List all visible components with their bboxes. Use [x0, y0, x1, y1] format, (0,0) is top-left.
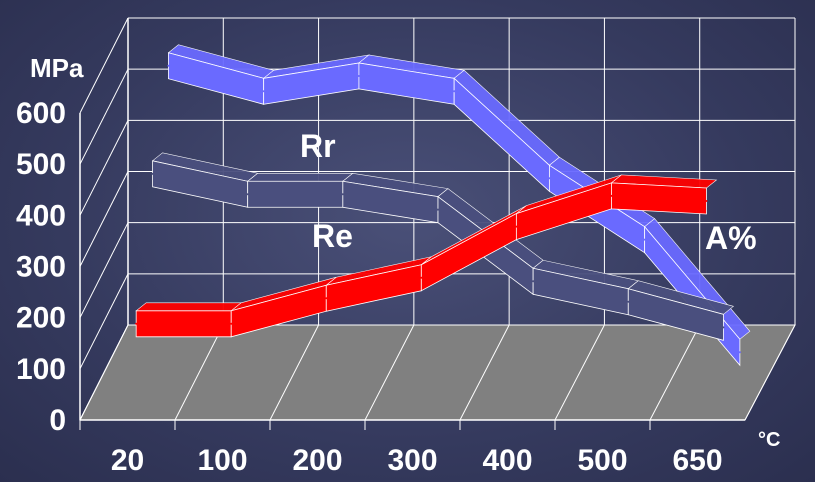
- chart-floor: [79, 324, 796, 421]
- ribbon-top: [135, 302, 243, 312]
- chart-series: [135, 44, 751, 367]
- y-tick-label: 300: [16, 251, 66, 284]
- data-point: [436, 208, 439, 211]
- gridline-side: [79, 171, 129, 267]
- ribbon-segment: [247, 180, 344, 208]
- chart-walls: [79, 324, 796, 421]
- gridline-floor: [364, 324, 415, 421]
- data-point: [532, 280, 535, 283]
- gridline-floor: [174, 324, 224, 421]
- data-point: [515, 225, 518, 228]
- data-point: [738, 351, 741, 354]
- data-point: [722, 326, 725, 329]
- gridline-floor: [649, 324, 701, 421]
- series-labels: A% Re Rr: [300, 128, 757, 256]
- data-point: [610, 194, 613, 197]
- data-point: [420, 276, 423, 279]
- data-point: [246, 193, 249, 196]
- y-tick-label: 100: [16, 353, 66, 386]
- series-label-a: A%: [705, 220, 757, 256]
- data-point: [325, 297, 328, 300]
- gridline-side: [79, 120, 129, 216]
- y-tick-label: 500: [16, 148, 66, 181]
- x-tick-label: 20: [111, 444, 144, 477]
- data-point: [341, 193, 344, 196]
- chart-axes: MPa °C 0 100 200 300 400 500 600 20 100 200 300 400…: [16, 53, 781, 477]
- x-tick-label: 200: [292, 444, 342, 477]
- y-axis-label: MPa: [30, 53, 84, 83]
- ribbon-top: [246, 172, 354, 182]
- x-tick-label: 500: [577, 444, 627, 477]
- data-point: [135, 322, 138, 325]
- gridline-side: [79, 273, 129, 370]
- gridline-side: [79, 17, 129, 114]
- gridline-floor: [79, 324, 129, 421]
- series-label-rr: Rr: [300, 128, 336, 164]
- y-tick-label: 200: [16, 302, 66, 335]
- data-point: [230, 322, 233, 325]
- series-a: [135, 174, 718, 338]
- data-point: [151, 172, 154, 175]
- y-tick-label: 400: [16, 199, 66, 232]
- data-point: [357, 74, 360, 77]
- y-tick-label: 0: [49, 404, 66, 437]
- gridline-side: [79, 222, 129, 318]
- data-point: [262, 90, 265, 93]
- data-point: [627, 300, 630, 303]
- x-tick-label: 650: [672, 444, 722, 477]
- x-tick-label: 300: [387, 444, 437, 477]
- data-point: [548, 177, 551, 180]
- data-point: [453, 90, 456, 93]
- data-point: [643, 238, 646, 241]
- y-tick-label: 600: [16, 97, 66, 130]
- x-tick-label: 100: [197, 444, 247, 477]
- gridline-side: [79, 68, 129, 165]
- x-axis-unit: °C: [758, 429, 780, 451]
- x-tick-label: 400: [482, 444, 532, 477]
- series-label-re: Re: [312, 218, 353, 254]
- ribbon-segment: [135, 310, 232, 338]
- data-point: [167, 64, 170, 67]
- gridline-floor: [744, 324, 796, 421]
- gridline-floor: [269, 324, 320, 421]
- data-point: [705, 200, 708, 202]
- ribbon-segment: [611, 182, 707, 215]
- gridline-floor: [554, 324, 605, 421]
- gridline-floor: [459, 324, 510, 421]
- ribbon-segment: [627, 288, 724, 341]
